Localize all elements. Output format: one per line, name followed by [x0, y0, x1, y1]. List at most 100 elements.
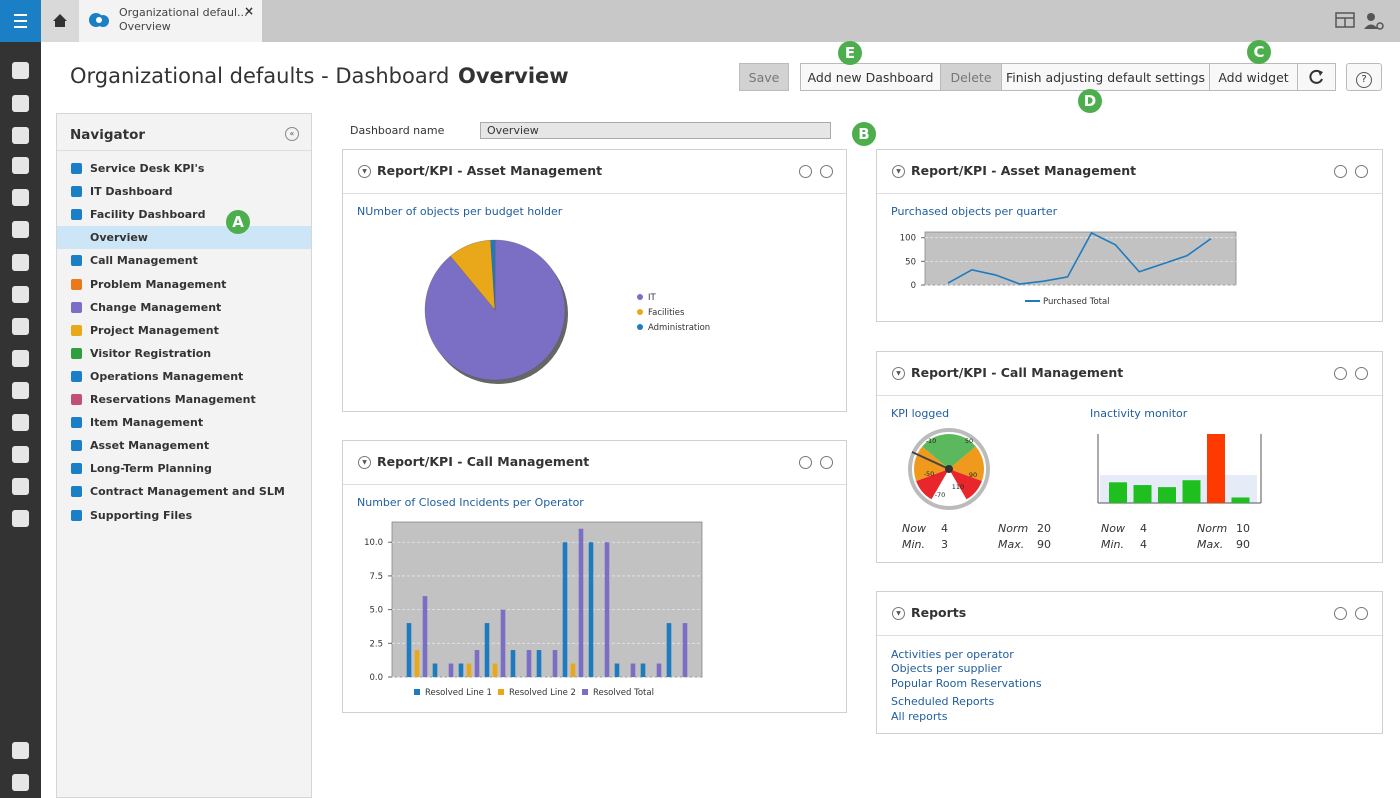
side-icon[interactable]: [12, 414, 29, 431]
nav-item[interactable]: Long-Term Planning: [57, 457, 311, 480]
plot-area: [924, 231, 1237, 286]
side-icon[interactable]: [12, 382, 29, 399]
nav-item[interactable]: Change Management: [57, 296, 311, 319]
side-icon[interactable]: [12, 127, 29, 144]
side-icon[interactable]: [12, 318, 29, 335]
nav-icon: [71, 324, 82, 336]
close-button[interactable]: [1355, 367, 1368, 380]
nav-item[interactable]: Call Management: [57, 249, 311, 272]
side-icon[interactable]: [12, 478, 29, 495]
add-widget-button[interactable]: Add widget: [1209, 63, 1298, 91]
widget: ▼ Report/KPI - Asset Management NUmber of…: [342, 149, 847, 412]
close-button[interactable]: [1355, 165, 1368, 178]
nav-item[interactable]: Supporting Files: [57, 504, 311, 527]
side-bar: [0, 42, 41, 798]
edit-button[interactable]: [1334, 607, 1347, 620]
toggle[interactable]: ▼: [892, 607, 905, 620]
stat-value: 4: [1140, 522, 1147, 535]
nav-item[interactable]: Service Desk KPI's: [57, 157, 311, 180]
add-dashboard-button[interactable]: Add new Dashboard: [800, 63, 941, 91]
side-icon[interactable]: [12, 446, 29, 463]
report-link[interactable]: Scheduled Reports: [891, 695, 995, 709]
nav-item[interactable]: Reservations Management: [57, 388, 311, 411]
menu-button[interactable]: [0, 0, 41, 42]
tab-title: Organizational defaul...: [119, 6, 248, 19]
gauge-sector: [922, 434, 976, 469]
side-icon[interactable]: [12, 189, 29, 206]
nav-icon: [71, 486, 82, 498]
stat-label: Now: [1101, 522, 1125, 535]
close-button[interactable]: [1355, 607, 1368, 620]
gauge-needle: [911, 451, 950, 470]
dashboard-name-input[interactable]: Overview: [480, 122, 831, 139]
close-button[interactable]: [820, 165, 833, 178]
toggle[interactable]: ▼: [358, 456, 371, 469]
callout: E: [838, 41, 862, 65]
report-link[interactable]: All reports: [891, 709, 948, 723]
stat-value: 90: [1236, 538, 1250, 551]
stat-label: Max.: [998, 538, 1025, 551]
tab-close[interactable]: ×: [244, 4, 255, 18]
stat-value: 3: [941, 538, 948, 551]
refresh-button[interactable]: [1297, 63, 1336, 91]
edit-button[interactable]: [1334, 367, 1347, 380]
widget-title: Reports: [911, 605, 967, 620]
bar: [666, 623, 672, 677]
chart-title: Purchased objects per quarter: [891, 205, 1058, 218]
y-tick-label: 7.5: [369, 572, 383, 582]
edit-button[interactable]: [1334, 165, 1347, 178]
legend-label: IT: [648, 293, 657, 303]
report-link[interactable]: Popular Room Reservations: [891, 676, 1042, 690]
nav-item[interactable]: Asset Management: [57, 434, 311, 457]
nav-item[interactable]: Visitor Registration: [57, 342, 311, 365]
home-button[interactable]: [41, 0, 79, 42]
nav-item[interactable]: Problem Management: [57, 273, 311, 296]
refresh-icon: [1309, 69, 1323, 84]
toggle[interactable]: ▼: [892, 165, 905, 178]
toggle[interactable]: ▼: [358, 165, 371, 178]
side-icon[interactable]: [12, 62, 29, 79]
side-icon[interactable]: [12, 157, 29, 174]
bar: [484, 623, 490, 677]
nav-icon: [71, 301, 82, 313]
stat-label: Now: [902, 522, 926, 535]
nav-item[interactable]: Item Management: [57, 411, 311, 434]
edit-button[interactable]: [799, 165, 812, 178]
help-button[interactable]: ?: [1346, 63, 1382, 91]
side-icon[interactable]: [12, 510, 29, 527]
tab[interactable]: Organizational defaul... Overview ×: [79, 0, 262, 42]
nav-item[interactable]: Operations Management: [57, 365, 311, 388]
top-right-icons[interactable]: [1334, 10, 1390, 34]
stat-value: 20: [1037, 522, 1051, 535]
bar: [466, 663, 472, 677]
side-icon[interactable]: [12, 254, 29, 271]
nav-item[interactable]: Facility Dashboard: [57, 203, 311, 226]
side-icon[interactable]: [12, 350, 29, 367]
nav-label: Project Management: [90, 323, 219, 337]
bar: [630, 663, 636, 677]
edit-button[interactable]: [799, 456, 812, 469]
bar: [422, 596, 428, 677]
bar: [562, 542, 568, 677]
nav-item[interactable]: Project Management: [57, 319, 311, 342]
side-icon[interactable]: [12, 221, 29, 238]
finish-button[interactable]: Finish adjusting default settings: [1001, 63, 1210, 91]
report-link[interactable]: Activities per operator: [891, 648, 1014, 661]
nav-item[interactable]: Contract Management and SLM: [57, 480, 311, 503]
side-icon[interactable]: [12, 286, 29, 303]
report-link[interactable]: Objects per supplier: [891, 662, 1002, 676]
close-button[interactable]: [820, 456, 833, 469]
nav-item[interactable]: Overview: [57, 226, 311, 250]
side-icon[interactable]: [12, 95, 29, 112]
nav-item[interactable]: IT Dashboard: [57, 180, 311, 203]
side-icon[interactable]: [12, 774, 29, 791]
collapse-button[interactable]: «: [285, 127, 299, 141]
bar: [526, 650, 532, 677]
bar: [1207, 434, 1225, 503]
bar: [604, 542, 610, 677]
bar: [640, 663, 646, 677]
save-button[interactable]: Save: [739, 63, 789, 91]
side-icon[interactable]: [12, 742, 29, 759]
toggle[interactable]: ▼: [892, 367, 905, 380]
